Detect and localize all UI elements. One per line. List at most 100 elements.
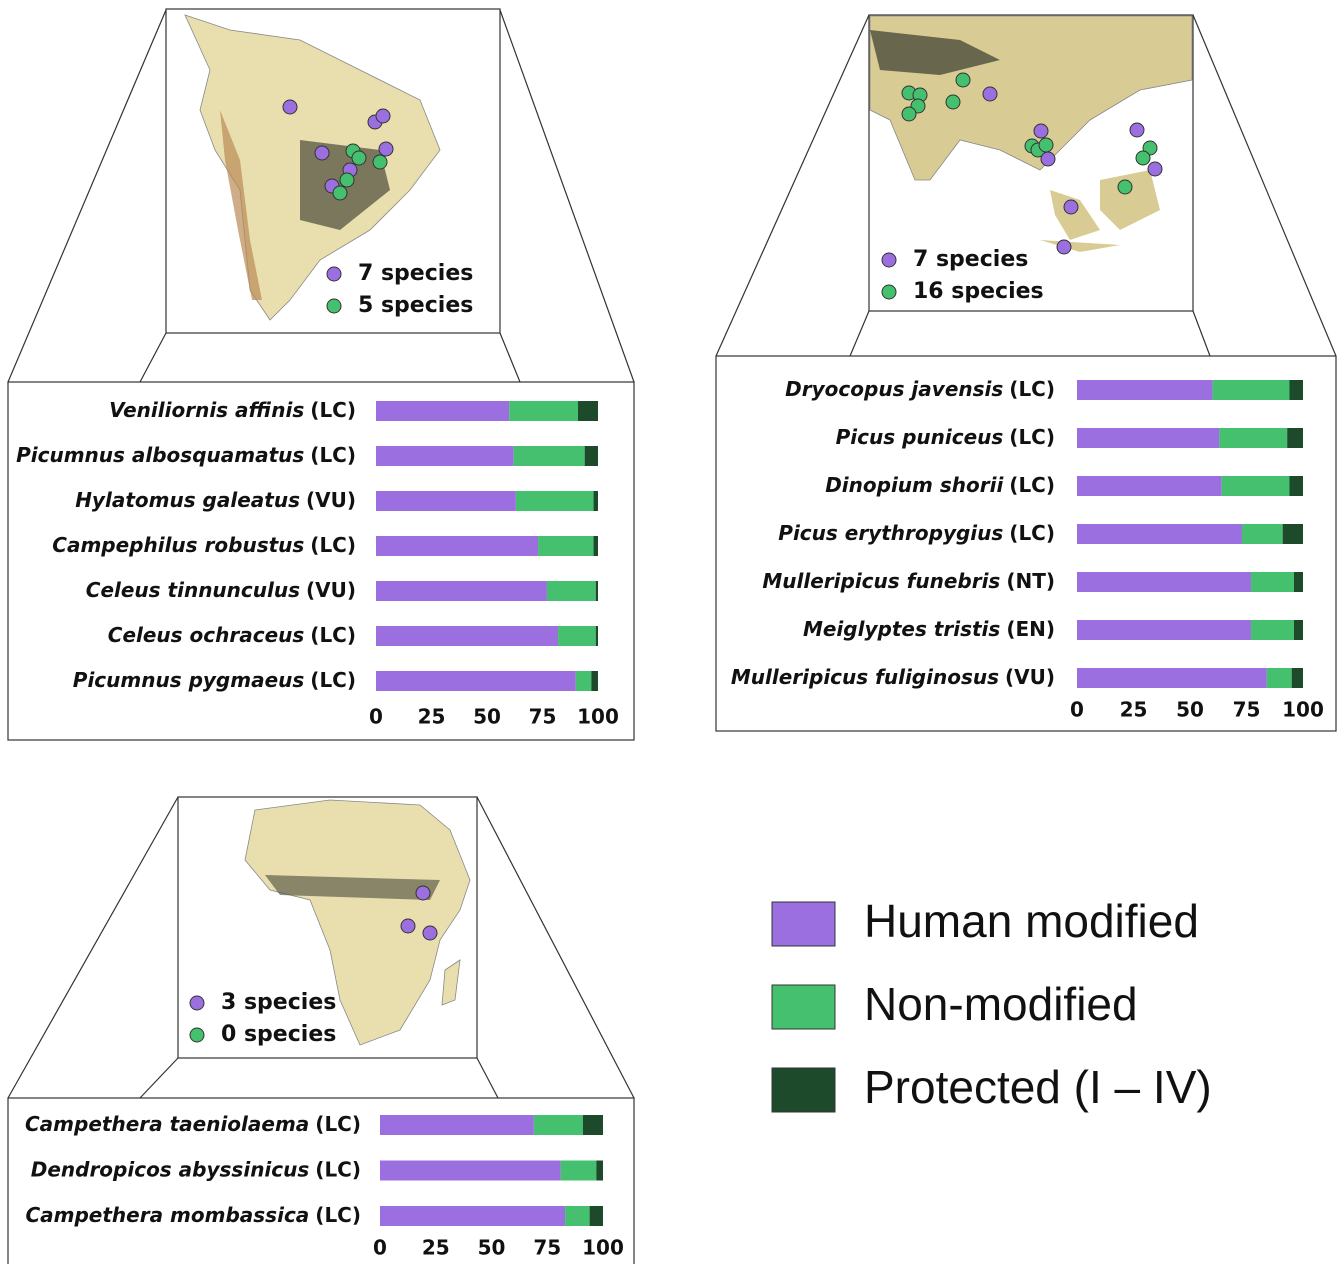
bar-segment [1077,524,1242,544]
legend-swatch [772,1068,835,1112]
status: (LC) [310,533,356,557]
category-label: Celeus tinnunculus(VU) [86,578,356,602]
bar-segment [596,581,598,601]
species-name: Mulleripicus fuliginosus [731,665,999,689]
map-legend-dot [882,253,896,267]
species-name: Celeus tinnunculus [86,578,300,602]
x-tick-label: 75 [1233,698,1261,722]
map-legend-dot [882,285,896,299]
bar-segment [596,626,598,646]
x-tick-label: 25 [1120,698,1148,722]
status: (LC) [310,443,356,467]
status: (EN) [1006,617,1055,641]
map-legend-dot [190,996,204,1010]
bar-segment [380,1115,534,1135]
x-tick-label: 0 [1070,698,1084,722]
bar-segment [1287,428,1303,448]
category-label: Hylatomus galeatus(VU) [75,488,356,512]
map-africa [178,797,477,1058]
bar-segment [565,1206,590,1226]
category-label: Picumnus pygmaeus(LC) [73,668,356,692]
status: (LC) [315,1112,361,1136]
bar-segment [558,626,596,646]
species-name: Dryocopus javensis [785,377,1003,401]
map-legend-label: 7 species [358,261,473,286]
map-legend-dot [327,299,341,313]
bar-segment [590,1206,603,1226]
x-tick-label: 100 [582,1236,624,1260]
category-label: Mulleripicus funebris(NT) [762,569,1055,593]
map-legend-dot [327,267,341,281]
species-name: Picumnus albosquamatus [16,443,304,467]
bar-segment [1294,572,1303,592]
category-label: Dendropicos abyssinicus(LC) [31,1157,361,1181]
status: (LC) [310,668,356,692]
category-label: Celeus ochraceus(LC) [108,623,356,647]
bar-segment [1283,524,1303,544]
category-label: Picumnus albosquamatus(LC) [16,443,356,467]
status: (VU) [306,488,356,512]
bar-segment [1289,476,1303,496]
x-tick-label: 75 [533,1236,561,1260]
bar-segment [547,581,596,601]
bar-segment [376,671,576,691]
x-tick-label: 50 [473,705,501,729]
bar-segment [376,401,509,421]
bar-segment [538,536,594,556]
map-legend-dot [190,1028,204,1042]
category-label: Campethera taeniolaema(LC) [25,1112,361,1136]
bar-segment [380,1206,565,1226]
species-name: Mulleripicus funebris [762,569,1000,593]
bar-segment [509,401,578,421]
species-name: Campethera mombassica [25,1203,309,1227]
x-tick-label: 100 [1282,698,1324,722]
bar-segment [376,626,558,646]
bar-segment [1251,620,1294,640]
bar-segment [1077,620,1251,640]
category-label: Picus erythropygius(LC) [778,521,1055,545]
bar-segment [1289,380,1303,400]
x-tick-label: 50 [478,1236,506,1260]
status: (LC) [1009,521,1055,545]
bar-segment [591,671,598,691]
status: (LC) [1009,425,1055,449]
bar-segment [1213,380,1290,400]
category-label: Campephilus robustus(LC) [52,533,356,557]
category-label: Mulleripicus fuliginosus(VU) [731,665,1055,689]
bar-segment [1251,572,1294,592]
species-name: Campethera taeniolaema [25,1112,309,1136]
species-name: Campephilus robustus [52,533,304,557]
status: (LC) [1009,377,1055,401]
x-tick-label: 50 [1176,698,1204,722]
bar-segment [576,671,592,691]
species-name: Hylatomus galeatus [75,488,300,512]
bar-segment [516,491,594,511]
species-name: Picus puniceus [836,425,1004,449]
species-name: Veniliornis affinis [109,398,304,422]
x-tick-label: 75 [529,705,557,729]
map-legend-label: 0 species [221,1022,336,1047]
bar-segment [1077,476,1222,496]
status: (LC) [310,398,356,422]
status: (LC) [315,1157,361,1181]
bar-segment [514,446,585,466]
bar-segment [376,536,538,556]
bar-segment [596,1161,603,1181]
bar-segment [1219,428,1287,448]
x-tick-label: 25 [418,705,446,729]
map-legend-label: 16 species [913,279,1044,304]
bar-segment [1242,524,1283,544]
legend-label: Non-modified [864,978,1138,1030]
species-name: Celeus ochraceus [108,623,305,647]
status: (LC) [1009,473,1055,497]
legend-swatch [772,902,835,946]
species-name: Dendropicos abyssinicus [31,1157,310,1181]
bar-segment [1292,668,1303,688]
bar-segment [534,1115,583,1135]
bar-segment [376,446,514,466]
bar-segment [1077,380,1213,400]
bar-segment [594,491,598,511]
category-label: Campethera mombassica(LC) [25,1203,361,1227]
status: (VU) [1005,665,1055,689]
bar-segment [376,491,516,511]
